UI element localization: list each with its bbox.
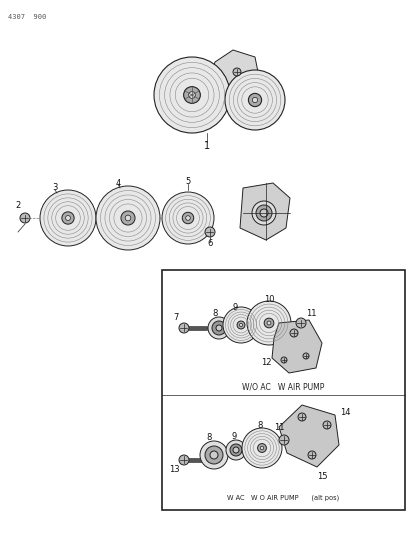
Circle shape	[232, 447, 238, 453]
Circle shape	[259, 209, 267, 217]
Circle shape	[289, 329, 297, 337]
Circle shape	[241, 428, 281, 468]
Circle shape	[20, 213, 30, 223]
Circle shape	[204, 227, 214, 237]
Circle shape	[222, 307, 258, 343]
Circle shape	[239, 324, 242, 327]
Circle shape	[216, 325, 221, 331]
Circle shape	[96, 186, 160, 250]
Circle shape	[162, 192, 213, 244]
Text: 9: 9	[232, 303, 237, 312]
Text: 5: 5	[185, 177, 190, 187]
Circle shape	[125, 215, 130, 221]
Circle shape	[40, 190, 96, 246]
Circle shape	[252, 201, 275, 225]
Circle shape	[225, 440, 245, 460]
Circle shape	[182, 212, 193, 224]
Text: 3: 3	[52, 183, 58, 192]
Text: 1: 1	[203, 141, 209, 151]
Circle shape	[188, 92, 195, 99]
Circle shape	[179, 323, 189, 333]
Circle shape	[263, 318, 273, 328]
Circle shape	[252, 98, 257, 103]
Text: 7: 7	[173, 313, 178, 322]
Text: 13: 13	[168, 465, 179, 474]
Text: 10: 10	[263, 295, 274, 304]
Text: 8: 8	[212, 310, 217, 319]
Circle shape	[255, 205, 271, 221]
Circle shape	[302, 353, 308, 359]
Text: 11: 11	[273, 424, 283, 432]
Polygon shape	[271, 320, 321, 373]
Text: 6: 6	[207, 239, 212, 248]
Circle shape	[209, 451, 218, 459]
Text: 8: 8	[257, 422, 262, 431]
Circle shape	[65, 215, 70, 221]
Circle shape	[211, 321, 225, 335]
Text: W/O AC   W AIR PUMP: W/O AC W AIR PUMP	[242, 383, 324, 392]
Circle shape	[307, 451, 315, 459]
Text: 11: 11	[305, 309, 315, 318]
Circle shape	[266, 321, 270, 325]
Text: 15: 15	[316, 472, 326, 481]
Circle shape	[200, 441, 227, 469]
Circle shape	[246, 301, 290, 345]
Circle shape	[278, 435, 288, 445]
Text: 14: 14	[339, 408, 349, 417]
Polygon shape	[278, 405, 338, 467]
Text: 2: 2	[16, 201, 20, 211]
Circle shape	[232, 68, 240, 76]
Text: 8: 8	[206, 433, 211, 442]
Circle shape	[257, 443, 266, 453]
Text: 4: 4	[115, 179, 120, 188]
Circle shape	[154, 57, 229, 133]
Circle shape	[229, 444, 241, 456]
Text: W AC   W O AIR PUMP      (alt pos): W AC W O AIR PUMP (alt pos)	[227, 495, 339, 501]
Circle shape	[280, 357, 286, 363]
Circle shape	[207, 317, 229, 339]
Text: 9: 9	[231, 432, 236, 441]
Circle shape	[236, 321, 244, 329]
Circle shape	[225, 70, 284, 130]
Circle shape	[297, 413, 305, 421]
Polygon shape	[239, 183, 289, 240]
Circle shape	[260, 446, 263, 450]
Circle shape	[185, 216, 190, 220]
Bar	[162, 270, 404, 510]
Circle shape	[204, 446, 222, 464]
Circle shape	[295, 318, 305, 328]
Circle shape	[121, 211, 135, 225]
Circle shape	[322, 421, 330, 429]
Circle shape	[183, 87, 200, 103]
Text: 12: 12	[260, 359, 271, 367]
Circle shape	[248, 93, 261, 107]
Circle shape	[179, 455, 189, 465]
Polygon shape	[209, 50, 259, 92]
Text: 4307  900: 4307 900	[8, 14, 46, 20]
Circle shape	[62, 212, 74, 224]
